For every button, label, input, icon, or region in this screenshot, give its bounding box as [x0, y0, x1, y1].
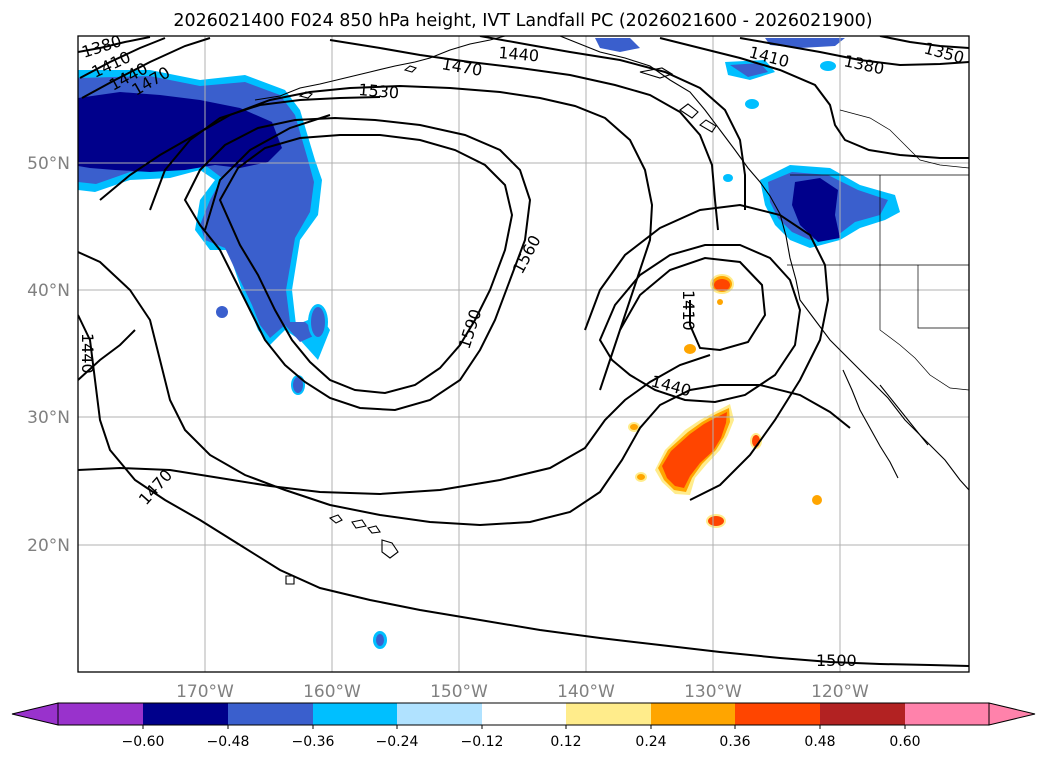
figure-title: 2026021400 F024 850 hPa height, IVT Land…	[173, 11, 872, 31]
colorbar-bin	[228, 703, 313, 725]
colorbar-bin	[735, 703, 820, 725]
colorbar-bin	[905, 703, 989, 725]
colorbar-bin	[143, 703, 228, 725]
colorbar-bin	[58, 703, 143, 725]
map-gridlines	[78, 36, 969, 672]
lon-label: 140°W	[557, 682, 615, 702]
contour-label: 1440	[498, 43, 540, 65]
colorbar-tick-label: 0.36	[719, 734, 750, 750]
height-contours	[78, 36, 969, 667]
longitude-labels: 170°W 160°W 150°W 140°W 130°W 120°W	[176, 682, 869, 702]
colorbar: −0.60 −0.48 −0.36 −0.24 −0.12 0.12 0.24 …	[11, 702, 1036, 750]
lon-label: 160°W	[303, 682, 361, 702]
contour-label: 1410	[679, 290, 698, 331]
colorbar-min-extend	[11, 702, 59, 726]
colorbar-bin	[651, 703, 735, 725]
lat-label: 20°N	[27, 536, 70, 556]
colorbar-tick-label: −0.36	[292, 734, 335, 750]
contour-label: 1500	[816, 651, 857, 670]
colorbar-tick-label: 0.60	[889, 734, 920, 750]
colorbar-bin	[397, 703, 482, 725]
contour-label: 1530	[358, 80, 400, 102]
colorbar-bin	[820, 703, 905, 725]
colorbar-bin	[566, 703, 651, 725]
map-panel: 1350 1380 1380 1410 1410 1410 1440 1440 …	[77, 31, 970, 673]
colorbar-bin	[313, 703, 397, 725]
colorbar-tick-label: 0.48	[804, 734, 835, 750]
colorbar-tick-label: −0.48	[207, 734, 250, 750]
latitude-labels: 50°N 40°N 30°N 20°N	[27, 154, 70, 556]
colorbar-tick-label: −0.24	[376, 734, 419, 750]
lon-label: 170°W	[176, 682, 234, 702]
colorbar-tick-label: 0.12	[550, 734, 581, 750]
lat-label: 40°N	[27, 281, 70, 301]
colorbar-tick-label: −0.60	[122, 734, 165, 750]
map-frame	[77, 35, 970, 673]
colorbar-frame	[57, 702, 990, 726]
negative-ivt-region-pacific-northwest	[595, 38, 900, 248]
colorbar-tick-label: −0.12	[461, 734, 504, 750]
contour-label: 1440	[78, 333, 97, 374]
lat-label: 50°N	[27, 154, 70, 174]
colorbar-tick-label: 0.24	[635, 734, 666, 750]
coastlines	[254, 36, 969, 585]
lat-label: 30°N	[27, 408, 70, 428]
lon-label: 130°W	[684, 682, 742, 702]
lon-label: 120°W	[811, 682, 869, 702]
lon-label: 150°W	[430, 682, 488, 702]
political-borders	[787, 109, 969, 391]
colorbar-bin	[482, 703, 566, 725]
colorbar-max-extend	[988, 702, 1036, 726]
positive-ivt-region-subtropical	[628, 274, 822, 528]
